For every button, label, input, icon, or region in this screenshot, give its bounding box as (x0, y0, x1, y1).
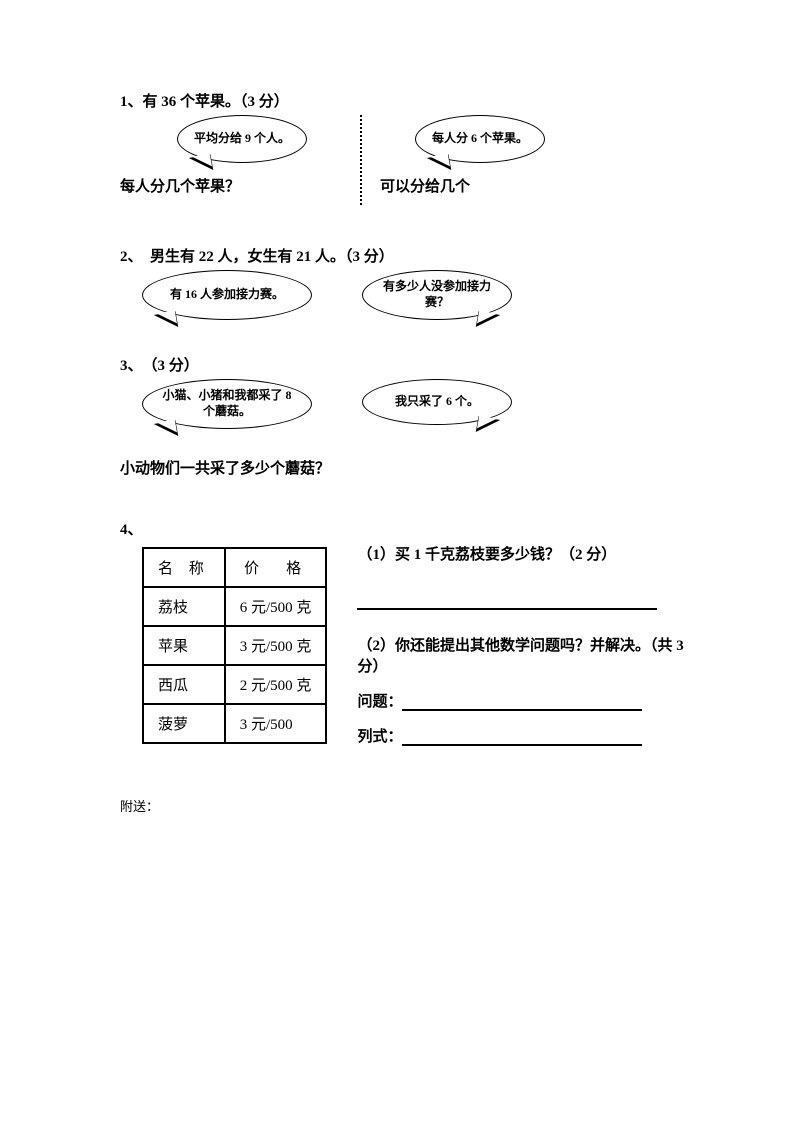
answer-line[interactable] (402, 728, 642, 746)
question-1: 1、有 36 个苹果。（3 分） 平均分给 9 个人。 每人分几个苹果？ 每人分… (120, 90, 700, 205)
price-table-wrap: 名 称 价 格 荔枝 6 元/500 克 苹果 3 元/500 克 西瓜 2 元… (142, 543, 327, 744)
q4-p2b: 列式： (357, 729, 402, 745)
q2-bubble-left: 有 16 人参加接力赛。 (142, 270, 312, 320)
q4-p2: （2）你还能提出其他数学问题吗？并解决。（共 3 分） (357, 634, 700, 676)
q4-p2a: 问题： (357, 694, 402, 710)
q3-sub: 小动物们一共采了多少个蘑菇？ (120, 457, 700, 478)
question-3: 3、 （3 分） 小猫、小猪和我都采了 8 个蘑菇。 我只采了 6 个。 小动物… (120, 354, 700, 478)
answer-line[interactable] (357, 592, 657, 610)
table-row: 苹果 3 元/500 克 (143, 626, 326, 665)
table-row: 菠萝 3 元/500 (143, 704, 326, 743)
q3-head: 3、 （3 分） (120, 354, 700, 375)
th-name: 名 称 (143, 548, 225, 587)
price-table: 名 称 价 格 荔枝 6 元/500 克 苹果 3 元/500 克 西瓜 2 元… (142, 547, 327, 744)
footnote: 附送： (120, 796, 700, 815)
th-price: 价 格 (225, 548, 327, 587)
q1-sub-left: 每人分几个苹果？ (120, 175, 342, 196)
q4-p1: （1）买 1 千克荔枝要多少钱？（2 分） (357, 543, 700, 564)
q4-right: （1）买 1 千克荔枝要多少钱？（2 分） （2）你还能提出其他数学问题吗？并解… (357, 543, 700, 746)
q1-head: 1、有 36 个苹果。（3 分） (120, 90, 700, 111)
table-row: 荔枝 6 元/500 克 (143, 587, 326, 626)
question-4: 4、 名 称 价 格 荔枝 6 元/500 克 苹果 3 元/500 克 (120, 518, 700, 746)
table-row: 名 称 价 格 (143, 548, 326, 587)
q3-bubble-right: 我只采了 6 个。 (362, 379, 512, 425)
q2-head: 2、 男生有 22 人，女生有 21 人。（3 分） (120, 245, 700, 266)
q1-bubble-right: 每人分 6 个苹果。 (415, 115, 545, 163)
question-2: 2、 男生有 22 人，女生有 21 人。（3 分） 有 16 人参加接力赛。 … (120, 245, 700, 320)
table-row: 西瓜 2 元/500 克 (143, 665, 326, 704)
answer-line[interactable] (402, 693, 642, 711)
q1-bubble-left: 平均分给 9 个人。 (177, 115, 307, 163)
q1-sub-right: 可以分给几个 (380, 175, 580, 196)
divider-icon (360, 115, 362, 205)
q3-bubble-left: 小猫、小猪和我都采了 8 个蘑菇。 (142, 379, 312, 429)
q2-bubble-right: 有多少人没参加接力赛？ (362, 270, 512, 320)
q4-head: 4、 (120, 518, 700, 539)
